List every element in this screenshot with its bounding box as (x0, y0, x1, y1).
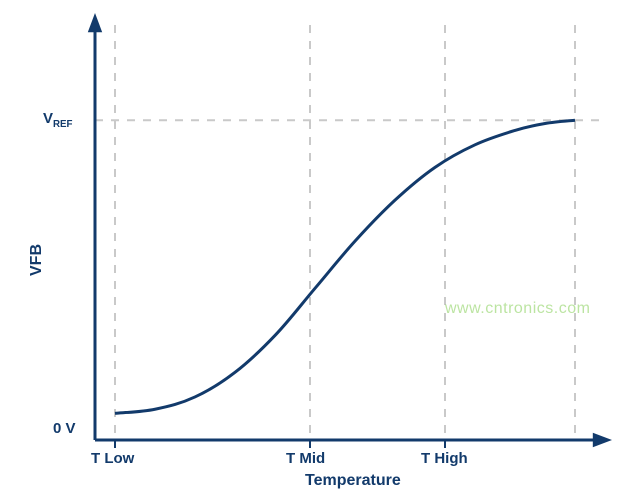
y-axis-label: VFB (28, 244, 46, 276)
x-tick-t-low: T Low (91, 450, 134, 467)
x-axis-label: Temperature (305, 472, 401, 490)
vfb-curve (115, 120, 575, 413)
gridlines (95, 25, 600, 440)
x-tick-t-mid: T Mid (286, 450, 325, 467)
y-tick-vref: VREF (43, 110, 73, 130)
x-tick-t-high: T High (421, 450, 468, 467)
curve-group (115, 120, 575, 413)
axes (88, 13, 612, 448)
y-tick-zero: 0 V (53, 420, 76, 437)
vfb-vs-temperature-chart (0, 0, 632, 501)
